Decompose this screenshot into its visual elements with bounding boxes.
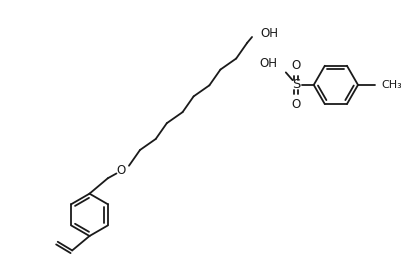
- Text: O: O: [291, 98, 300, 111]
- Text: OH: OH: [260, 27, 278, 40]
- Text: O: O: [116, 164, 126, 177]
- Text: O: O: [291, 59, 300, 72]
- Text: OH: OH: [259, 57, 276, 70]
- Text: CH₃: CH₃: [380, 80, 401, 90]
- Text: S: S: [292, 79, 300, 91]
